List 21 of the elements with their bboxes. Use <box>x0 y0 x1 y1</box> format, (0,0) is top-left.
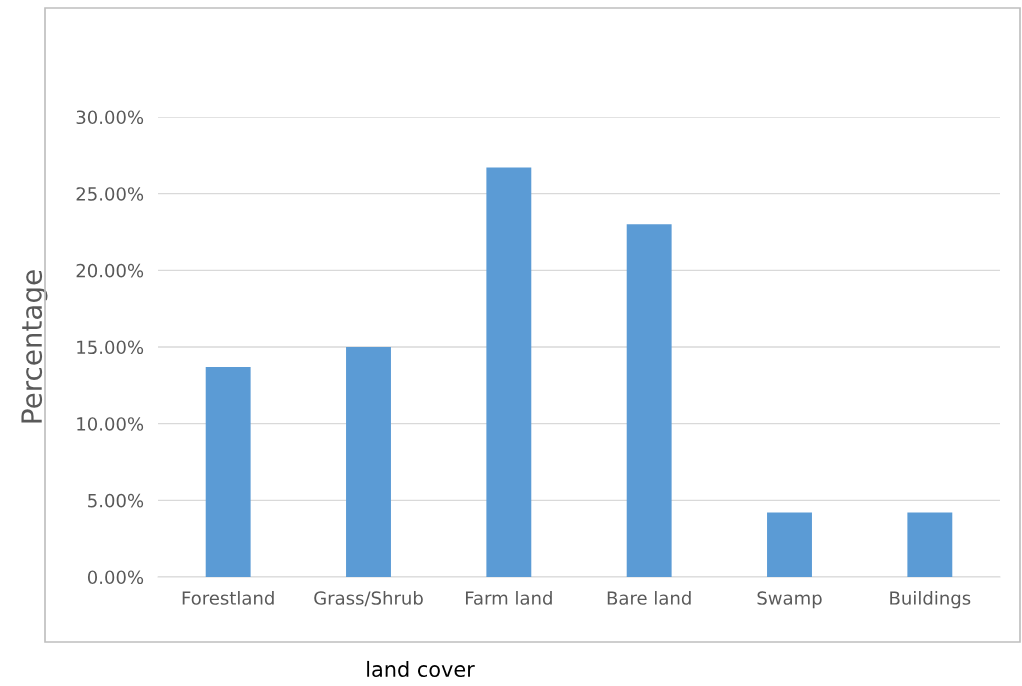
x-tick-label: Swamp <box>757 591 822 609</box>
x-axis-title: land cover <box>367 660 475 678</box>
bar <box>626 224 672 577</box>
x-tick-label: Bare land <box>607 590 691 605</box>
bar <box>346 347 391 577</box>
bar <box>767 512 812 577</box>
bar <box>486 167 532 577</box>
bar <box>205 366 251 577</box>
y-tick-label: 25.00% <box>76 187 144 201</box>
y-tick-label: 20.00% <box>76 263 144 278</box>
y-tick-label: 10.00% <box>77 417 144 431</box>
y-tick-label: 5.00% <box>88 493 144 508</box>
x-tick-label: Forestland <box>182 590 274 605</box>
y-tick-label: 30.00% <box>76 110 144 125</box>
y-tick-label: 15.00% <box>77 340 144 355</box>
x-tick-label: Farm land <box>466 590 552 605</box>
y-tick-label: 0.00% <box>87 570 144 585</box>
x-tick-label: Grass/Shrub <box>314 590 423 607</box>
y-axis-title: Percentage <box>21 270 48 423</box>
x-tick-label: Buildings <box>890 590 971 609</box>
bar <box>907 512 953 577</box>
